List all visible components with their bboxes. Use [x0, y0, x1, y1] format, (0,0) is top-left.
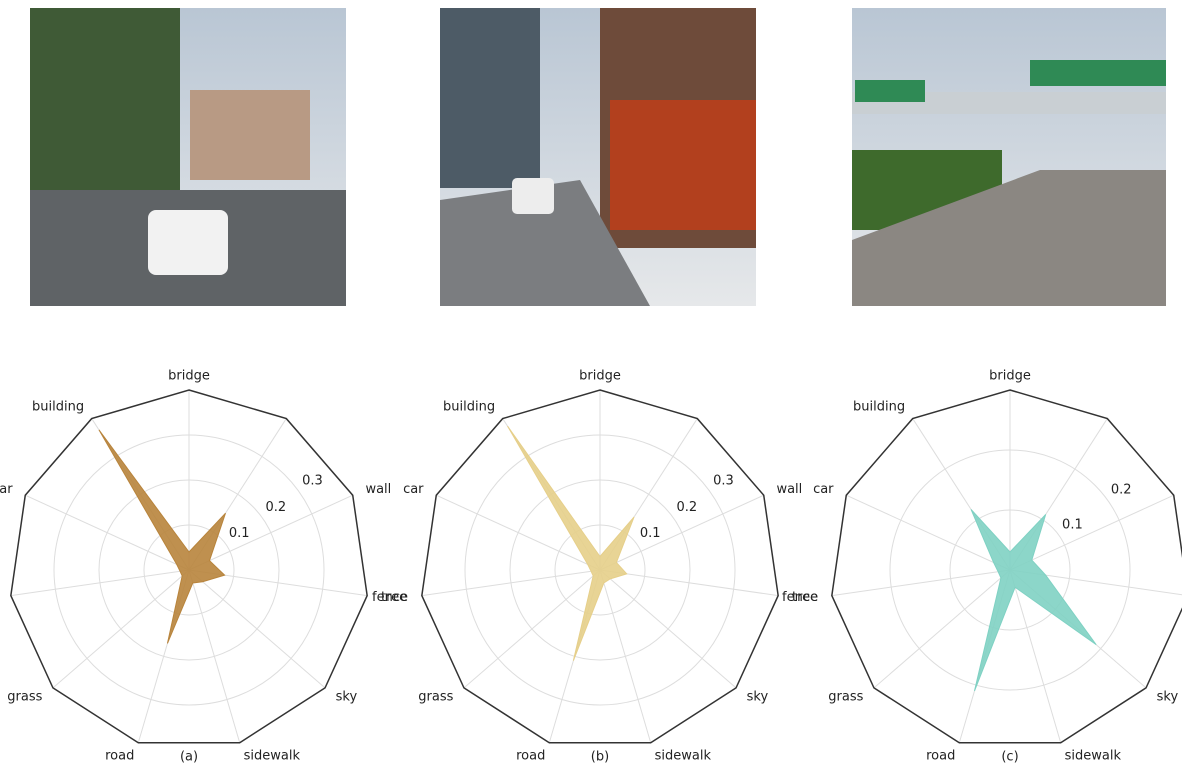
r-tick-label: 0.2 — [676, 500, 697, 515]
spoke — [599, 494, 764, 571]
axis-label: fence — [782, 590, 818, 605]
r-tick-label: 0.3 — [713, 474, 734, 489]
axis-label: grass — [828, 690, 863, 705]
axis-label: sidewalk — [1065, 749, 1122, 764]
r-tick-label: 0.1 — [640, 526, 661, 541]
r-tick-label: 0.2 — [1111, 482, 1132, 497]
spoke — [436, 494, 601, 571]
axis-label: bridge — [168, 369, 210, 384]
spoke — [188, 569, 326, 689]
r-tick-label: 0.2 — [265, 500, 286, 515]
axis-label: car — [813, 482, 834, 497]
photo-a — [30, 8, 346, 306]
axis-label: sky — [747, 690, 769, 705]
spoke — [25, 494, 190, 571]
axis-label: bridge — [579, 369, 621, 384]
axis-label: car — [0, 482, 13, 497]
spoke — [1009, 494, 1174, 571]
spoke — [831, 569, 1011, 597]
spoke — [846, 494, 1011, 571]
spoke — [873, 569, 1011, 689]
radar-area — [507, 425, 635, 661]
caption: (c) — [1001, 750, 1018, 765]
r-tick-label: 0.1 — [1062, 517, 1083, 532]
frame — [831, 389, 1182, 744]
axis-label: wall — [776, 482, 802, 497]
spoke — [421, 569, 601, 597]
axis-label: wall — [365, 482, 391, 497]
axis-label: car — [403, 482, 424, 497]
axis-label: road — [516, 749, 545, 764]
spoke — [188, 569, 241, 743]
axis-label: sky — [336, 690, 358, 705]
spoke — [463, 569, 601, 689]
axis-label: sidewalk — [244, 749, 301, 764]
spoke — [188, 494, 353, 571]
axis-label: grass — [418, 690, 453, 705]
frame — [10, 389, 368, 744]
axis-label: road — [105, 749, 134, 764]
r-tick-label: 0.3 — [302, 474, 323, 489]
axis-label: building — [443, 399, 495, 414]
spoke — [599, 569, 737, 689]
spoke — [599, 569, 652, 743]
axis-label: tree — [792, 590, 818, 605]
axis-label: tree — [381, 590, 407, 605]
axis-label: building — [853, 399, 905, 414]
axis-label: building — [32, 399, 84, 414]
axis-label: sidewalk — [655, 749, 712, 764]
spoke — [52, 569, 190, 689]
axis-label: fence — [372, 590, 408, 605]
axis-label: grass — [7, 690, 42, 705]
radar-area — [970, 509, 1097, 692]
radar-area — [98, 429, 226, 644]
spoke — [599, 569, 779, 597]
r-tick-label: 0.1 — [229, 526, 250, 541]
caption: (b) — [591, 750, 609, 765]
photo-c — [852, 8, 1166, 306]
axis-label: road — [926, 749, 955, 764]
caption: (a) — [180, 750, 198, 765]
spoke — [10, 569, 190, 597]
frame — [421, 389, 779, 744]
axis-label: bridge — [989, 369, 1031, 384]
photo-b — [440, 8, 756, 306]
axis-label: sky — [1157, 690, 1179, 705]
spoke — [1009, 569, 1062, 743]
